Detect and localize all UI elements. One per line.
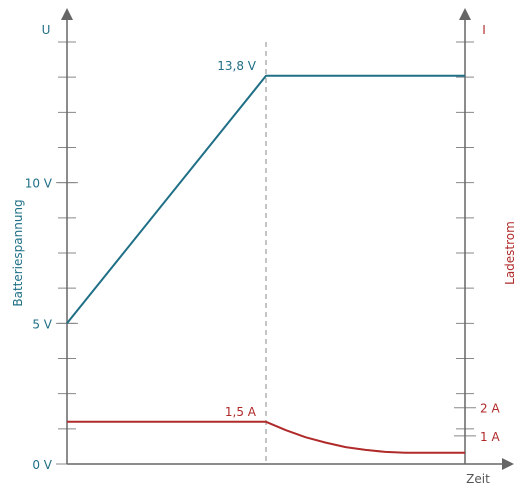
right-axis-tick-label: 1 A (480, 430, 500, 444)
right-axis-tick-label: 2 A (480, 402, 500, 416)
left-axis-title: Batteriespannung (11, 199, 25, 306)
x-axis-arrow (502, 458, 514, 470)
right-axis-title: Ladestrom (503, 221, 517, 285)
left-axis-tick-label: 0 V (32, 458, 52, 472)
x-axis-title: Zeit (466, 472, 490, 486)
voltage-peak-label: 13,8 V (217, 59, 257, 73)
right-y-axis-arrow (459, 8, 471, 20)
right-axis-symbol: I (482, 23, 486, 37)
current-peak-label: 1,5 A (225, 405, 257, 419)
voltage-series-line (66, 74, 465, 324)
left-y-axis-arrow (61, 8, 73, 20)
left-axis-tick-label: 5 V (32, 317, 52, 331)
left-axis-tick-label: 10 V (25, 177, 53, 191)
current-series-line (67, 420, 465, 454)
left-axis-symbol: U (42, 23, 51, 37)
